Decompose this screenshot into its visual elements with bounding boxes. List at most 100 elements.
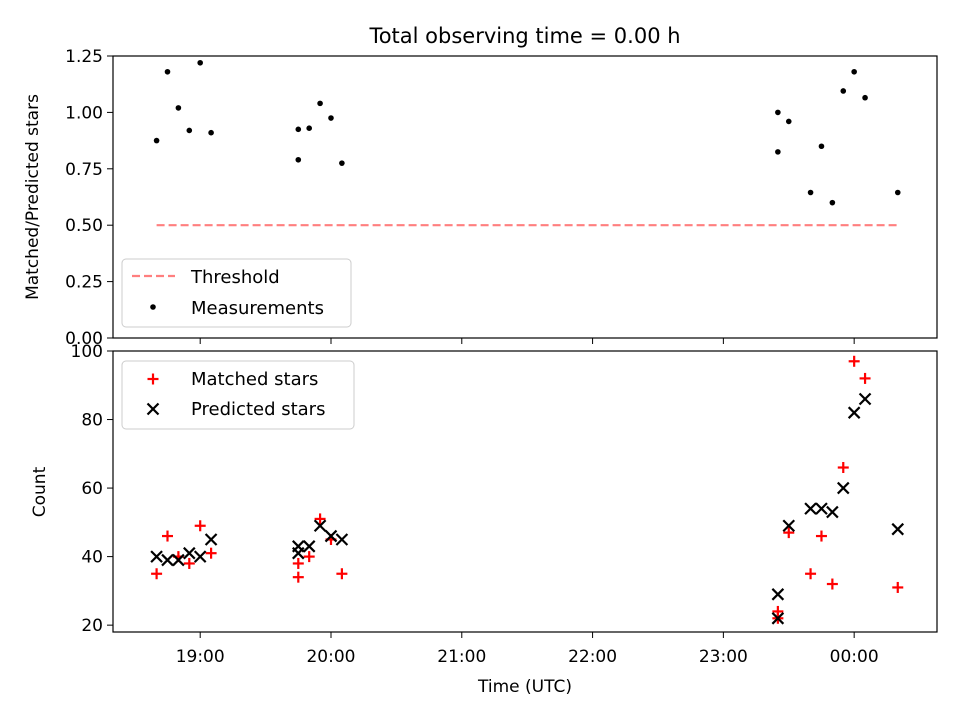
bottom-y-tick-label: 80: [81, 411, 103, 431]
predicted-star-point: [826, 505, 839, 519]
predicted-star-point: [782, 519, 796, 533]
top-y-tick-label: 0.00: [65, 329, 103, 349]
measurement-point: [306, 125, 312, 131]
bottom-legend-box: [121, 360, 355, 430]
measurement-point: [807, 189, 814, 196]
matched-star-point: [292, 571, 304, 583]
matched-star-point: [837, 462, 849, 474]
matched-star-point: [859, 372, 871, 384]
matched-star-point: [336, 568, 348, 580]
measurement-point: [328, 115, 334, 121]
top-x-ticks: [199, 338, 855, 344]
top-y-tick-label: 1.25: [65, 47, 103, 67]
bottom-panel-frame: [112, 350, 938, 633]
predicted-star-point: [150, 550, 163, 563]
measurements-legend-swatch: [150, 304, 156, 310]
threshold-legend-label: Threshold: [190, 267, 280, 288]
measurement-points: [153, 59, 901, 206]
predicted-legend-label: Predicted stars: [191, 399, 325, 420]
predicted-star-point: [804, 502, 817, 515]
predicted-star-point: [313, 519, 327, 533]
top-y-tick-label: 0.25: [65, 273, 103, 293]
top-y-tick-label: 0.50: [65, 216, 103, 236]
measurement-point: [775, 149, 781, 155]
predicted-star-point: [161, 553, 174, 567]
measurement-point: [208, 129, 214, 136]
matched-star-point: [194, 520, 206, 532]
bottom-panel-ylabel: Count: [30, 466, 50, 517]
matched-star-point: [892, 581, 904, 593]
predicted-star-point: [204, 533, 218, 546]
matched-star-point: [826, 578, 838, 590]
matched-star-point: [183, 557, 195, 569]
measurement-point: [295, 126, 302, 133]
bottom-y-ticks: 20 40 60 80 100: [71, 342, 113, 636]
predicted-star-point: [172, 553, 185, 567]
predicted-legend-swatch: [146, 402, 160, 416]
count-points: [150, 355, 905, 625]
matched-star-point: [314, 513, 326, 525]
predicted-swatch-marker: [146, 402, 160, 416]
predicted-star-point: [193, 550, 207, 563]
bottom-legend: Matched stars Predicted stars: [121, 360, 355, 430]
top-panel: Total observing time = 0.00 h Matched/Pr…: [23, 24, 938, 349]
measurement-point: [818, 143, 825, 150]
matched-star-point: [815, 530, 827, 542]
matched-legend-label: Matched stars: [191, 369, 318, 390]
predicted-star-point: [183, 546, 196, 560]
bottom-x-tick-label: 23:00: [699, 647, 748, 667]
bottom-x-tick-label: 22:00: [568, 647, 617, 667]
measurement-point: [851, 68, 857, 75]
bottom-y-tick-label: 100: [71, 342, 103, 362]
bottom-x-tick-label: 21:00: [437, 647, 486, 667]
matched-star-point: [848, 355, 860, 367]
predicted-star-point: [324, 529, 338, 543]
predicted-star-point: [891, 522, 905, 536]
measurement-point: [829, 199, 836, 206]
top-legend-box: [121, 258, 352, 328]
predicted-star-point: [836, 481, 850, 495]
measurement-point: [339, 160, 345, 166]
measurement-point: [186, 127, 193, 134]
measurement-point: [775, 109, 781, 116]
measurement-point: [840, 88, 847, 94]
predicted-star-point: [847, 406, 861, 419]
measurement-point: [894, 189, 901, 196]
top-legend: Threshold Measurements: [121, 258, 352, 328]
predicted-star-point: [302, 540, 316, 553]
measurement-point: [175, 105, 182, 111]
bottom-y-tick-label: 40: [81, 548, 103, 568]
top-panel-title: Total observing time = 0.00 h: [368, 24, 680, 48]
bottom-panel-xlabel: Time (UTC): [477, 677, 572, 697]
measurement-point: [317, 100, 323, 107]
matched-star-point: [161, 530, 173, 542]
bottom-y-tick-label: 60: [81, 479, 103, 499]
bottom-panel: Count Time (UTC) 20 40 60 80 100 19:00 20:00 2…: [30, 342, 938, 697]
top-y-ticks: 0.00 0.25 0.50 0.75 1.00 1.25: [65, 47, 113, 349]
predicted-star-point: [771, 612, 785, 625]
matched-swatch-marker: [147, 373, 159, 385]
measurement-point: [785, 118, 792, 125]
top-panel-ylabel: Matched/Predicted stars: [23, 94, 43, 300]
predicted-star-point: [771, 588, 785, 601]
measurement-point: [295, 156, 302, 163]
matched-star-point: [783, 527, 795, 539]
matched-legend-swatch: [147, 373, 159, 385]
top-y-tick-label: 0.75: [65, 160, 103, 180]
bottom-y-tick-label: 20: [81, 616, 103, 636]
measurements-legend-label: Measurements: [191, 298, 324, 319]
bottom-x-tick-label: 19:00: [176, 647, 225, 667]
predicted-star-point: [858, 392, 872, 406]
top-y-tick-label: 1.00: [65, 103, 103, 123]
measurement-point: [197, 59, 203, 66]
matched-star-point: [303, 551, 315, 563]
bottom-x-ticks: 19:00 20:00 21:00 22:00 23:00 00:00: [176, 632, 879, 667]
bottom-x-tick-label: 00:00: [830, 647, 879, 667]
measurement-point: [153, 137, 160, 144]
measurement-point: [164, 68, 171, 75]
matched-star-point: [805, 568, 817, 580]
predicted-star-point: [815, 502, 828, 515]
matched-star-point: [151, 568, 163, 580]
predicted-star-point: [335, 533, 349, 546]
